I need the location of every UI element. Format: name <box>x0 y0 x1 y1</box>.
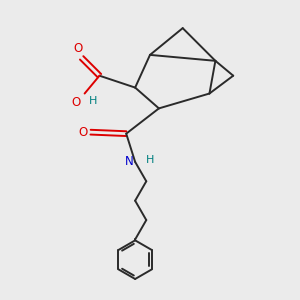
Text: H: H <box>146 154 154 164</box>
Text: N: N <box>125 155 134 168</box>
Text: O: O <box>74 43 83 56</box>
Text: O: O <box>78 126 88 139</box>
Text: H: H <box>89 96 98 106</box>
Text: O: O <box>72 96 81 109</box>
